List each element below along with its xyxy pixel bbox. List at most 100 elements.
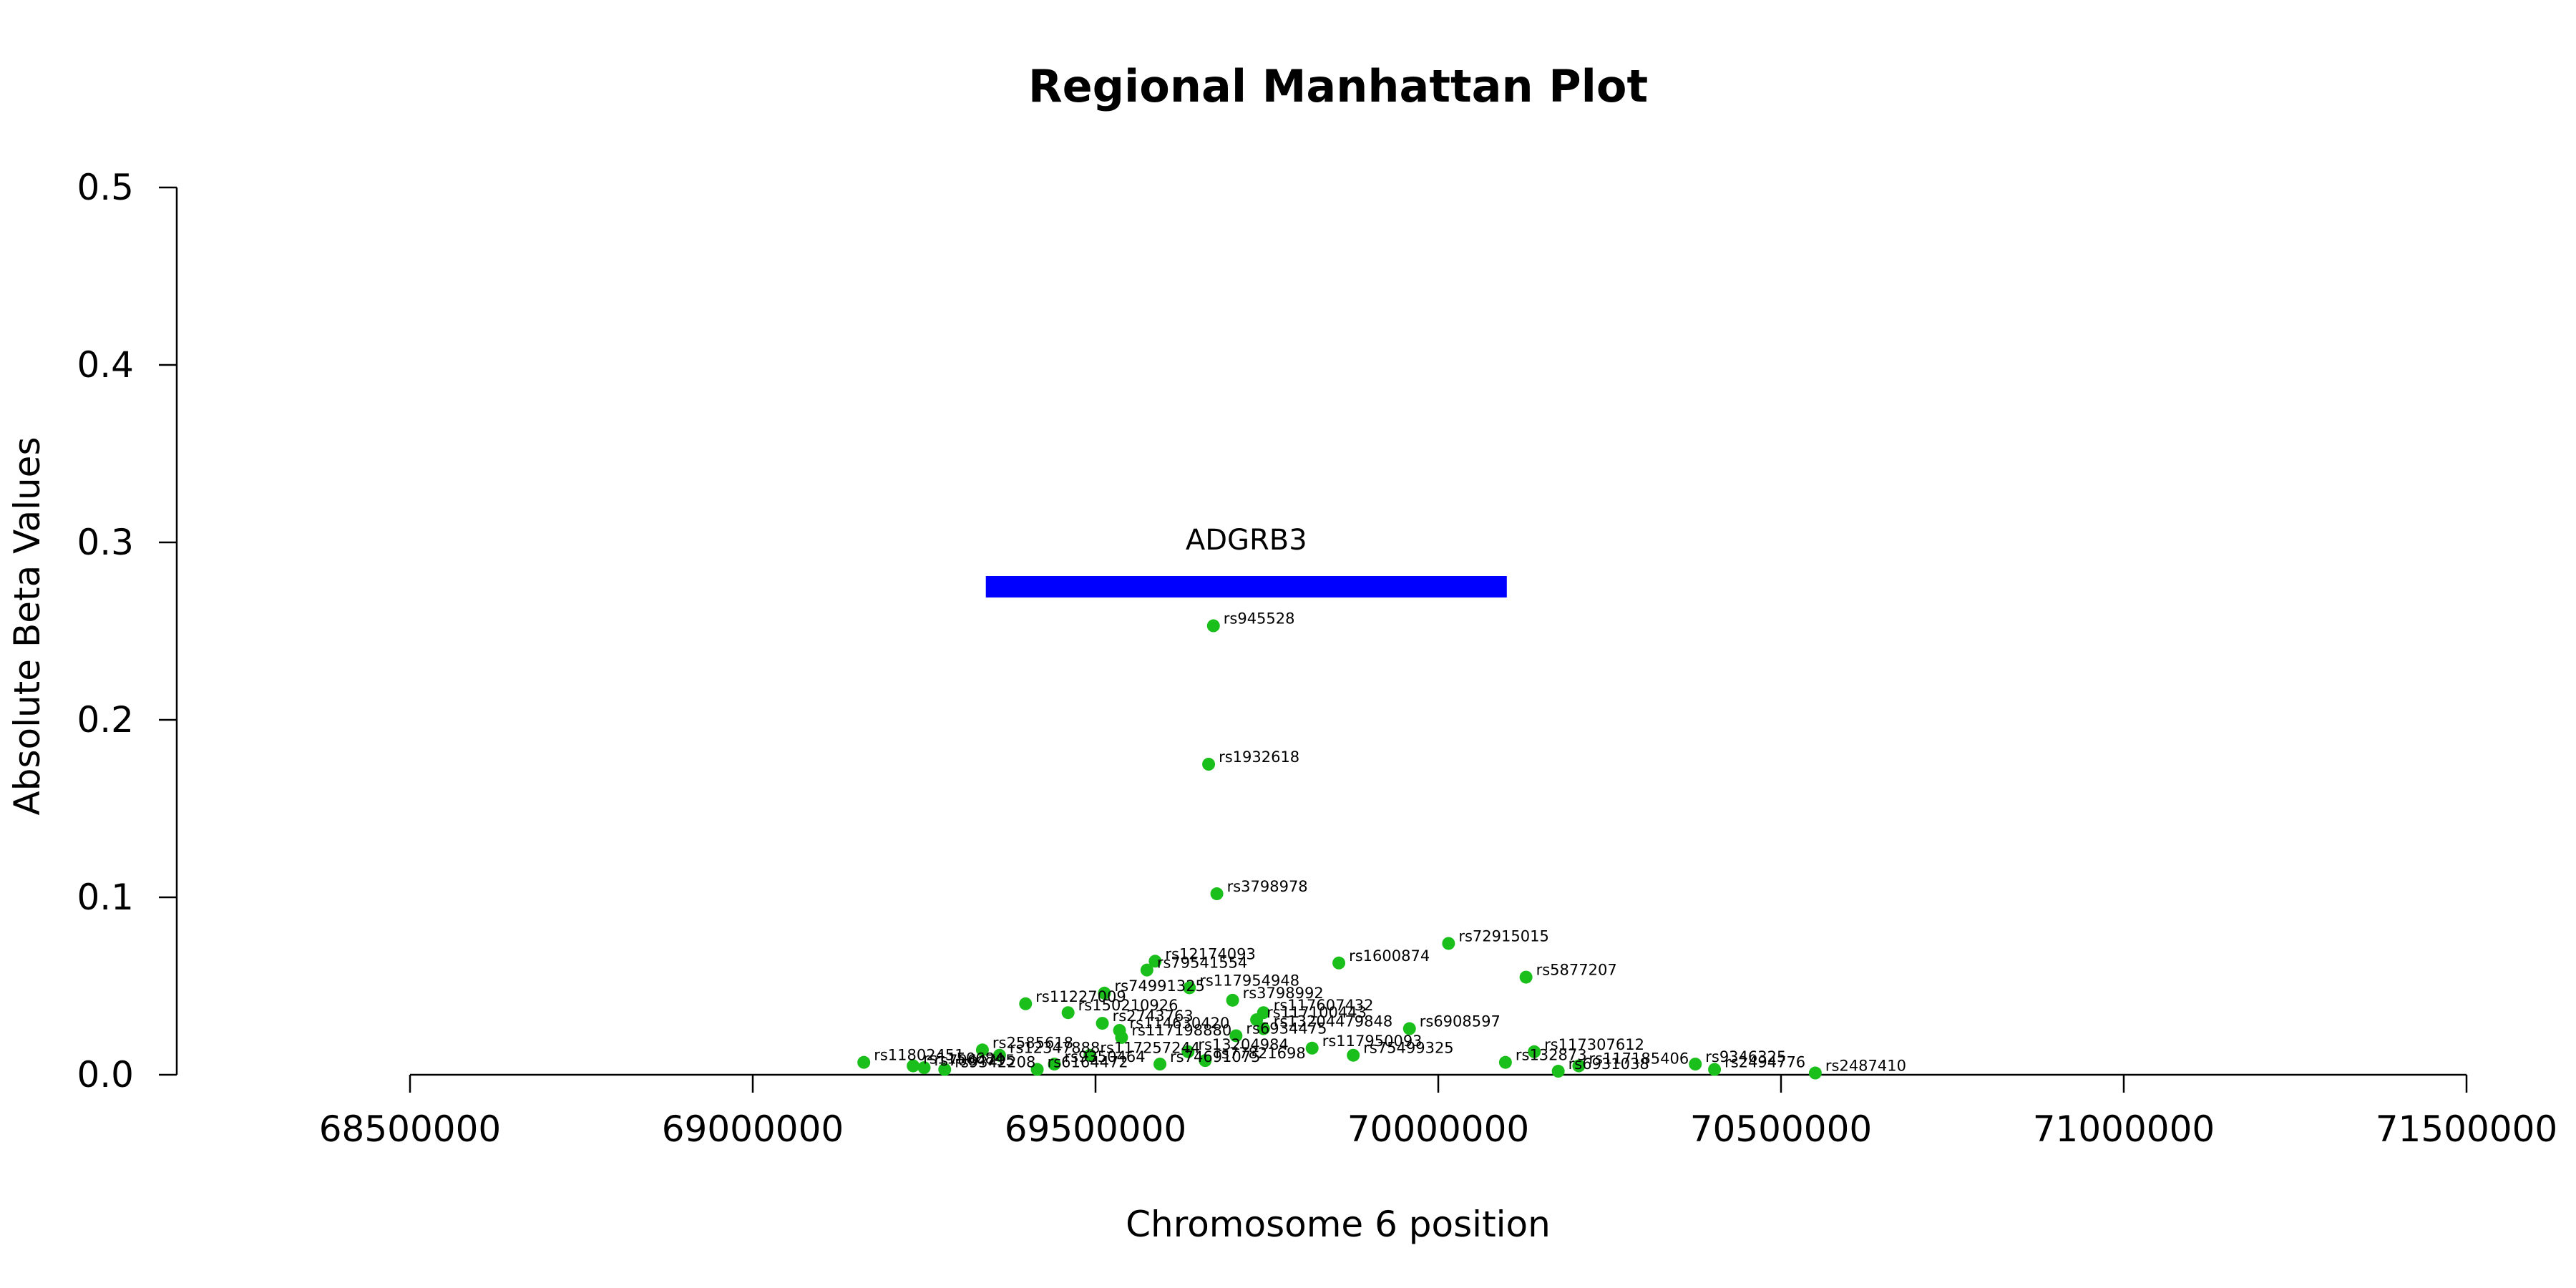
snp-point [1226,993,1239,1007]
snp-point [1332,956,1346,970]
snp-label: rs945528 [1224,610,1295,628]
snp-label: rs13204984 [1198,1036,1288,1053]
snp-point [1250,1013,1264,1027]
snp-point [1528,1045,1541,1058]
x-axis-label: Chromosome 6 position [1126,1204,1551,1245]
x-tick-label: 70000000 [1347,1108,1530,1150]
snp-label: rs2494776 [1724,1054,1805,1071]
snp-label: rs117100443 [1267,1004,1367,1021]
snp-point [1402,1022,1416,1035]
snp-label: rs117950093 [1322,1033,1423,1050]
snp-label: rs6908597 [1420,1013,1501,1030]
x-tick-label: 70500000 [1690,1108,1873,1150]
x-tick-label: 71500000 [2376,1108,2558,1150]
snp-label: rs2743763 [1113,1008,1194,1025]
snp-label: rs6164472 [1048,1054,1128,1071]
snp-label: rs117954948 [1199,972,1299,989]
x-tick-label: 69500000 [1005,1108,1187,1150]
snp-label: rs74991325 [1114,977,1204,995]
snp-label: rs117185406 [1589,1050,1689,1068]
snp-label: rs6931038 [1568,1055,1649,1073]
snp-point [1519,970,1533,984]
snp-point [1551,1065,1565,1078]
y-axis: 0.0 0.1 0.2 0.3 0.4 0.5 [77,167,178,1096]
snp-point [1442,937,1455,950]
snp-point [857,1055,871,1069]
snp-point [1210,887,1224,901]
snp-point [1115,1030,1128,1044]
snp-label: rs3798978 [1227,878,1308,895]
y-axis-label: Absolute Beta Values [6,437,48,816]
snp-point [1148,955,1162,968]
snp-label: rs9346325 [1705,1048,1786,1065]
snp-point [907,1059,920,1073]
snp-point [1229,1029,1243,1043]
snp-point [1808,1066,1822,1080]
snp-label: rs117257244 [1100,1040,1200,1057]
snp-label: rs9350464 [1065,1048,1146,1065]
snp-point [1199,1054,1212,1068]
snp-label: rs13204479848 [1274,1013,1393,1030]
snp-label: rs7064795 [935,1052,1015,1069]
snp-label: rs2585618 [992,1034,1073,1051]
y-tick-label: 0.4 [77,344,134,386]
snp-point [1572,1059,1586,1073]
snp-point [1257,1022,1270,1035]
snp-label: rs117607432 [1274,997,1374,1014]
snp-point [1689,1058,1702,1071]
snp-points [857,619,1822,1080]
snp-point [1096,1017,1109,1030]
snp-point [1030,1063,1044,1076]
snp-label: rs3798992 [1243,985,1324,1002]
snp-point [1061,1006,1075,1020]
snp-labels: rs945528 rs1932618 rs3798978 rs72915015 rs12… [874,610,1906,1075]
x-tick-label: 68500000 [319,1108,502,1150]
snp-point [1347,1048,1360,1062]
snp-point [1140,963,1153,977]
snp-point [975,1043,989,1057]
chart-title: Regional Manhattan Plot [1028,60,1648,112]
snp-label: rs150210926 [1078,997,1179,1014]
snp-point [1206,619,1220,633]
snp-label: rs1150684 [923,1050,1004,1068]
snp-label: rs12174093 [1165,945,1255,962]
snp-label: rs74691075 [1170,1048,1260,1065]
snp-label: rs114630420 [1130,1015,1230,1032]
snp-label: rs9342208 [955,1054,1035,1071]
snp-label: rs79541554 [1157,955,1247,972]
snp-point [1183,981,1196,995]
snp-point [1181,1045,1195,1058]
snp-point [917,1061,931,1075]
snp-label: rs72915015 [1458,927,1548,945]
x-axis: 68500000 69000000 69500000 70000000 70500000… [319,1073,2558,1150]
snp-point [1498,1055,1512,1069]
snp-label: rs1932618 [1219,748,1299,766]
y-tick-label: 0.0 [77,1054,134,1096]
x-tick-label: 71000000 [2033,1108,2215,1150]
snp-label: rs132873 [1516,1047,1587,1064]
snp-point [1202,758,1216,771]
snp-label: rs5877207 [1536,962,1617,979]
snp-point [1098,986,1111,1000]
snp-label: rs1600874 [1349,947,1430,965]
snp-point [1048,1058,1061,1071]
snp-point [1019,997,1033,1010]
snp-label: rs6934475 [1246,1020,1327,1037]
snp-point [1305,1041,1319,1055]
y-tick-label: 0.5 [77,167,134,208]
snp-label: rs2487410 [1825,1058,1906,1075]
y-tick-label: 0.2 [77,699,134,741]
snp-label: rs11802451 [874,1047,964,1064]
snp-label: rs117198880 [1131,1022,1231,1039]
snp-label: rs75499325 [1363,1040,1453,1057]
gene-track: ADGRB3 [985,524,1507,597]
snp-point [1708,1063,1722,1076]
snp-label: rs12347888 [1010,1040,1100,1057]
snp-point [1083,1048,1097,1062]
gene-bar [985,576,1507,597]
snp-point [938,1063,952,1076]
snp-label: rs117307612 [1544,1036,1644,1053]
snp-point [1153,1058,1167,1071]
snp-label: rs11227009 [1035,988,1126,1005]
